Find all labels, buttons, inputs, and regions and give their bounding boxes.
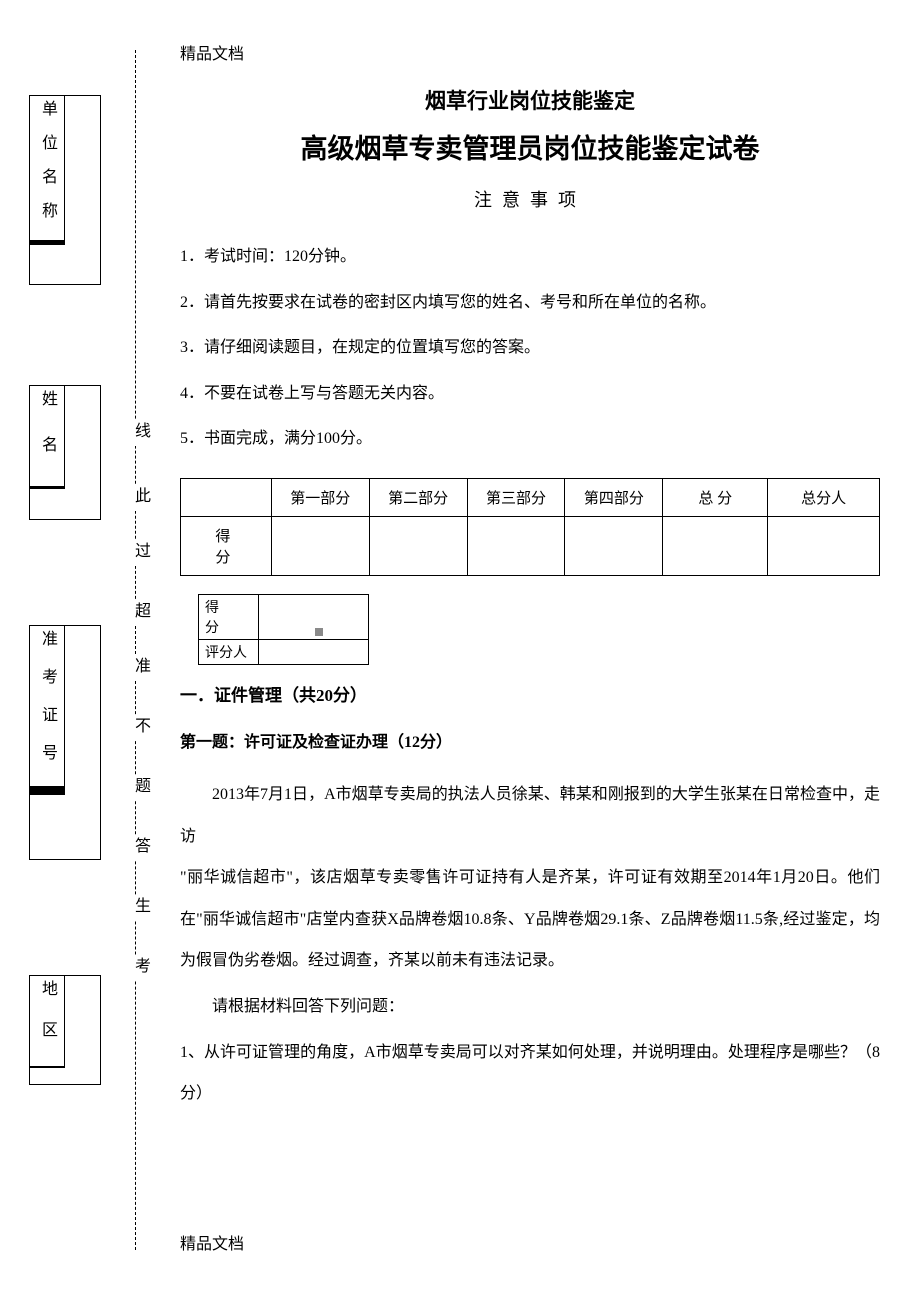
region-lines (30, 1066, 65, 1068)
score-cell-part4 (565, 516, 663, 575)
org-name-lines (30, 240, 65, 245)
region-box: 地区 (29, 975, 101, 1085)
score-header-total: 总 分 (663, 478, 768, 516)
seal-char-4: 超 (128, 600, 152, 626)
binding-sidebar: 单位名称 姓名 准考证号 地区 (25, 95, 105, 1095)
score-header-part4: 第四部分 (565, 478, 663, 516)
name-label: 姓名 (30, 386, 65, 486)
score-header-part3: 第三部分 (467, 478, 565, 516)
score-header-scorer: 总分人 (768, 478, 880, 516)
mini-scorer-value (259, 639, 369, 664)
exam-category-title: 烟草行业岗位技能鉴定 (180, 85, 880, 115)
seal-char-9: 生 (128, 895, 152, 921)
seal-char-8: 答 (128, 835, 152, 861)
main-content: 烟草行业岗位技能鉴定 高级烟草专卖管理员岗位技能鉴定试卷 注意事项 1．考试时间… (180, 85, 880, 1115)
score-header-row: 第一部分 第二部分 第三部分 第四部分 总 分 总分人 (181, 478, 880, 516)
instruction-4: 4．不要在试卷上写与答题无关内容。 (180, 373, 880, 415)
seal-dash-line (135, 50, 136, 1250)
question-1-title: 第一题：许可证及检查证办理（12分） (180, 728, 880, 752)
notice-heading: 注意事项 (180, 186, 880, 212)
seal-char-1: 线 (128, 420, 152, 446)
name-lines (30, 486, 65, 489)
score-header-blank (181, 478, 272, 516)
footer-watermark: 精品文档 (180, 1230, 244, 1254)
mini-score-label: 得 分 (199, 594, 259, 639)
page-mark-icon (315, 628, 323, 636)
score-header-part2: 第二部分 (369, 478, 467, 516)
org-name-box: 单位名称 (29, 95, 101, 285)
instruction-3: 3．请仔细阅读题目，在规定的位置填写您的答案。 (180, 327, 880, 369)
seal-char-6: 不 (128, 715, 152, 741)
seal-char-10: 考 (128, 955, 152, 981)
question-1-subquestion: 1、从许可证管理的角度，A市烟草专卖局可以对齐某如何处理，并说明理由。处理程序是… (180, 1032, 880, 1115)
exam-id-box: 准考证号 (29, 625, 101, 860)
score-cell-part2 (369, 516, 467, 575)
mini-score-table: 得 分 评分人 (198, 594, 369, 665)
question-prompt: 请根据材料回答下列问题： (180, 986, 880, 1028)
exam-id-lines (30, 786, 65, 795)
score-table: 第一部分 第二部分 第三部分 第四部分 总 分 总分人 得 分 (180, 478, 880, 576)
instruction-1: 1．考试时间：120分钟。 (180, 236, 880, 278)
score-row-label: 得 分 (181, 516, 272, 575)
region-label: 地区 (30, 976, 65, 1066)
org-name-label: 单位名称 (30, 96, 65, 240)
exam-paper-title: 高级烟草专卖管理员岗位技能鉴定试卷 (180, 127, 880, 166)
name-box: 姓名 (29, 385, 101, 520)
score-value-row: 得 分 (181, 516, 880, 575)
mini-scorer-label: 评分人 (199, 639, 259, 664)
score-cell-scorer (768, 516, 880, 575)
seal-char-3: 过 (128, 540, 152, 566)
instruction-5: 5．书面完成，满分100分。 (180, 418, 880, 460)
score-cell-part3 (467, 516, 565, 575)
question-body-para-1: 2013年7月1日，A市烟草专卖局的执法人员徐某、韩某和刚报到的大学生张某在日常… (180, 774, 880, 857)
seal-char-7: 题 (128, 775, 152, 801)
seal-char-2: 此 (128, 485, 152, 511)
exam-id-label: 准考证号 (30, 626, 65, 786)
score-cell-part1 (271, 516, 369, 575)
question-body-para-2: "丽华诚信超市"，该店烟草专卖零售许可证持有人是齐某，许可证有效期至2014年1… (180, 857, 880, 982)
score-cell-total (663, 516, 768, 575)
section-1-title: 一．证件管理（共20分） (180, 681, 880, 706)
header-watermark: 精品文档 (180, 40, 244, 64)
instruction-2: 2．请首先按要求在试卷的密封区内填写您的姓名、考号和所在单位的名称。 (180, 282, 880, 324)
mini-score-value (259, 594, 369, 639)
score-header-part1: 第一部分 (271, 478, 369, 516)
seal-char-5: 准 (128, 655, 152, 681)
